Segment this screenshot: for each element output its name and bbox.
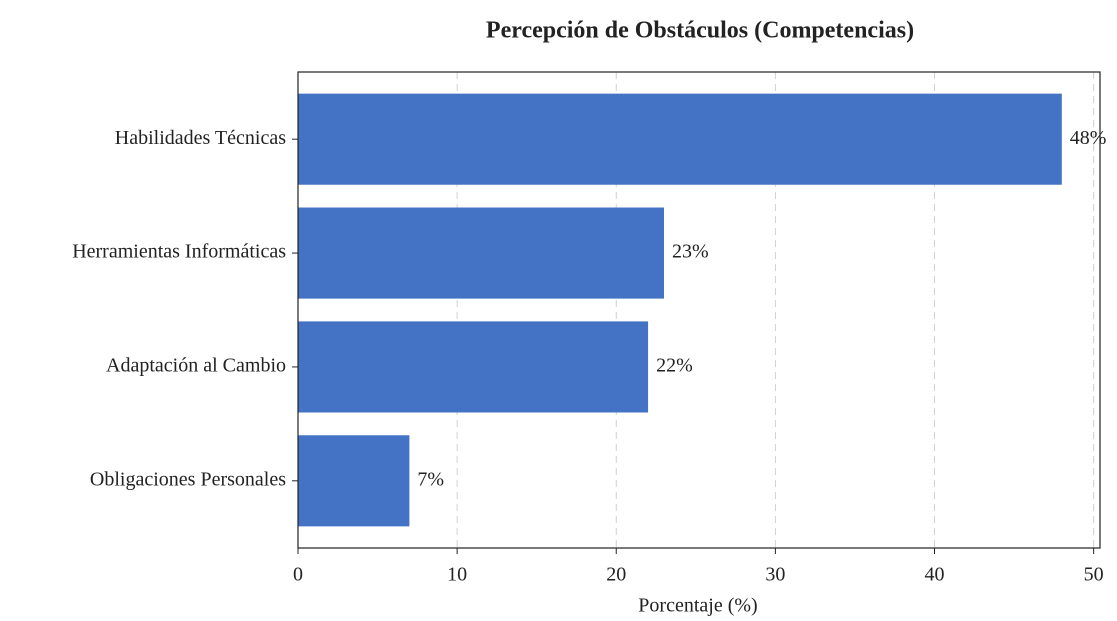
plot-frame [297,71,1101,549]
x-axis-label: Porcentaje (%) [638,595,757,617]
x-tick-label: 40 [925,564,945,586]
chart-title: Percepción de Obstáculos (Competencias) [486,18,914,44]
y-tick-label: Herramientas Informáticas [72,241,286,263]
y-tick-label: Habilidades Técnicas [115,127,286,149]
x-tick-label: 10 [447,564,467,586]
data-label: 22% [656,355,693,377]
y-tick-label: Obligaciones Personales [90,468,286,490]
bar [298,207,664,299]
x-tick-label: 20 [606,564,626,586]
y-tick-label: Adaptación al Cambio [106,355,286,377]
x-tick-label: 0 [293,564,303,586]
x-tick-label: 50 [1084,564,1104,586]
bar [298,321,649,413]
data-label: 7% [417,468,444,490]
x-tick-label: 30 [765,564,785,586]
bar [298,93,1062,185]
bar [298,435,410,527]
data-label: 48% [1070,127,1107,149]
data-label: 23% [672,241,709,263]
